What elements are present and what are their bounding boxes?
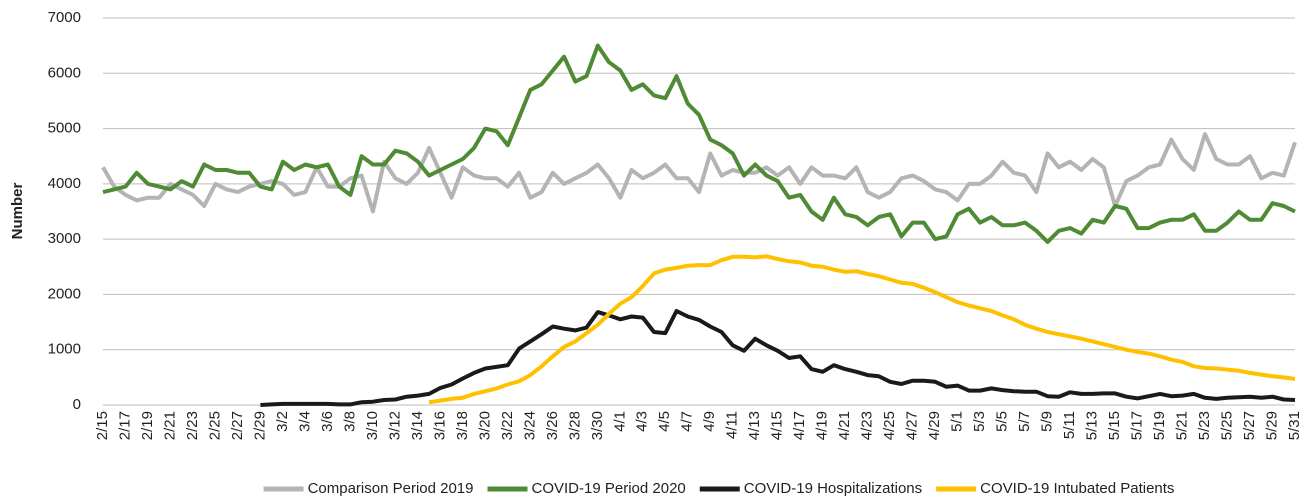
x-tick-label: 5/31 — [1286, 411, 1303, 440]
x-tick-label: 4/5 — [656, 411, 673, 432]
x-tick-label: 2/19 — [139, 411, 156, 440]
y-tick-label: 0 — [73, 396, 81, 413]
x-tick-label: 5/27 — [1241, 411, 1258, 440]
x-tick-label: 5/5 — [994, 411, 1011, 432]
series-line — [101, 132, 1297, 214]
x-tick-label: 4/1 — [611, 411, 628, 432]
x-tick-label: 5/7 — [1016, 411, 1033, 432]
y-axis-title: Number — [9, 183, 26, 240]
x-tick-label: 2/17 — [116, 411, 133, 440]
y-tick-label: 1000 — [48, 341, 81, 358]
x-tick-label: 5/1 — [949, 411, 966, 432]
x-tick-label: 3/26 — [544, 411, 561, 440]
x-tick-label: 5/21 — [1174, 411, 1191, 440]
x-tick-label: 5/25 — [1218, 411, 1235, 440]
x-tick-label: 5/15 — [1106, 411, 1123, 440]
x-tick-label: 4/7 — [679, 411, 696, 432]
x-tick-label: 5/23 — [1196, 411, 1213, 440]
y-tick-label: 3000 — [48, 230, 81, 247]
y-tick-label: 6000 — [48, 64, 81, 81]
series-line — [260, 309, 1296, 407]
x-tick-label: 3/6 — [319, 411, 336, 432]
x-tick-label: 4/15 — [769, 411, 786, 440]
x-tick-label: 4/21 — [836, 411, 853, 440]
x-tick-label: 2/23 — [184, 411, 201, 440]
x-tick-label: 2/29 — [251, 411, 268, 440]
x-tick-label: 5/19 — [1151, 411, 1168, 440]
x-tick-label: 5/11 — [1061, 411, 1078, 439]
legend-label: COVID-19 Hospitalizations — [744, 480, 922, 497]
legend-label: Comparison Period 2019 — [308, 480, 474, 497]
x-tick-label: 3/20 — [476, 411, 493, 440]
series-line — [102, 43, 1296, 244]
x-tick-label: 4/19 — [814, 411, 831, 440]
series-line — [428, 254, 1296, 405]
x-tick-label: 3/22 — [499, 411, 516, 440]
x-tick-label: 3/28 — [566, 411, 583, 440]
y-tick-label: 4000 — [48, 175, 81, 192]
x-tick-label: 5/3 — [971, 411, 988, 432]
x-tick-label: 2/27 — [229, 411, 246, 440]
x-tick-label: 3/4 — [296, 411, 313, 432]
y-tick-label: 7000 — [48, 9, 81, 26]
y-tick-label: 5000 — [48, 120, 81, 137]
x-tick-label: 3/24 — [521, 411, 538, 440]
x-tick-label: 3/12 — [386, 411, 403, 440]
x-tick-label: 3/10 — [364, 411, 381, 440]
x-tick-label: 5/13 — [1084, 411, 1101, 440]
x-tick-label: 4/29 — [926, 411, 943, 440]
x-tick-label: 5/29 — [1263, 411, 1280, 440]
x-tick-label: 3/8 — [341, 411, 358, 432]
x-tick-label: 5/9 — [1039, 411, 1056, 432]
x-tick-label: 4/3 — [634, 411, 651, 432]
x-tick-label: 3/18 — [454, 411, 471, 440]
x-tick-label: 4/11 — [724, 411, 741, 439]
x-tick-label: 4/23 — [859, 411, 876, 440]
x-tick-label: 4/25 — [881, 411, 898, 440]
legend-label: COVID-19 Intubated Patients — [980, 480, 1174, 497]
x-tick-label: 3/16 — [431, 411, 448, 440]
legend-label: COVID-19 Period 2020 — [532, 480, 686, 497]
x-tick-label: 3/2 — [274, 411, 291, 432]
x-tick-label: 4/27 — [904, 411, 921, 440]
x-tick-label: 2/15 — [94, 411, 111, 440]
x-tick-label: 3/30 — [589, 411, 606, 440]
x-tick-label: 3/14 — [409, 411, 426, 440]
y-tick-label: 2000 — [48, 285, 81, 302]
x-tick-label: 5/17 — [1129, 411, 1146, 440]
x-tick-label: 2/25 — [206, 411, 223, 440]
x-tick-label: 4/9 — [701, 411, 718, 432]
x-tick-label: 2/21 — [161, 411, 178, 440]
x-tick-label: 4/13 — [746, 411, 763, 440]
x-tick-label: 4/17 — [791, 411, 808, 440]
